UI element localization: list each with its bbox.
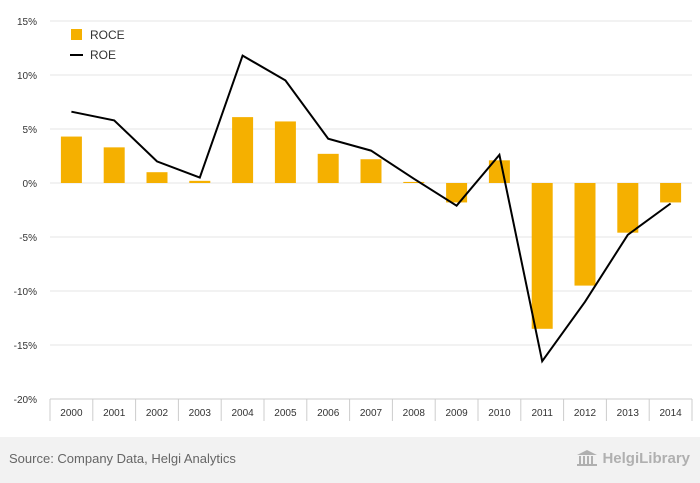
legend-roe-label: ROE xyxy=(90,48,116,62)
roce-bar-2011 xyxy=(531,183,553,329)
x-tick-label: 2013 xyxy=(617,408,640,419)
x-tick-label: 2000 xyxy=(60,408,83,419)
x-tick-label: 2003 xyxy=(189,408,212,419)
roce-bar-2006 xyxy=(317,153,339,183)
x-tick-label: 2012 xyxy=(574,408,597,419)
roce-bar-2008 xyxy=(403,181,425,183)
x-tick-label: 2004 xyxy=(231,408,254,419)
x-tick-label: 2010 xyxy=(488,408,511,419)
y-tick-label: 0% xyxy=(23,179,38,190)
roce-bar-2001 xyxy=(103,147,125,183)
brand-logo: HelgiLibrary xyxy=(576,449,690,467)
legend: ROCE ROE xyxy=(70,28,125,62)
x-tick-label: 2011 xyxy=(531,408,553,419)
roce-bars xyxy=(60,117,682,329)
roce-bar-2002 xyxy=(146,172,168,183)
roce-bar-2009 xyxy=(446,183,468,203)
y-tick-label: -15% xyxy=(14,341,37,352)
roce-bar-2003 xyxy=(189,180,211,183)
roce-bar-2007 xyxy=(360,159,382,183)
x-tick-label: 2008 xyxy=(403,408,426,419)
y-tick-label: -10% xyxy=(14,287,37,298)
source-note: Source: Company Data, Helgi Analytics xyxy=(9,451,236,466)
footer: Source: Company Data, Helgi Analytics He… xyxy=(0,437,700,483)
roce-bar-2004 xyxy=(232,117,254,183)
x-axis: 2000 2001 2002 2003 2004 2005 2006 2007 2008 2009… xyxy=(49,398,693,421)
brand-name: HelgiLibrary xyxy=(602,449,690,467)
y-axis-tick-labels: -20% -15% -10% -5% 0% 5% 10% 15% xyxy=(14,17,37,406)
roe-line-series xyxy=(71,54,672,364)
roce-bar-2012 xyxy=(574,183,596,286)
gridlines xyxy=(50,20,692,400)
y-tick-label: 5% xyxy=(23,125,38,136)
x-tick-label: 2001 xyxy=(103,408,126,419)
roce-bar-2013 xyxy=(617,183,639,233)
roce-bar-2005 xyxy=(274,121,296,183)
roce-bar-2014 xyxy=(660,183,682,203)
x-tick-label: 2007 xyxy=(360,408,383,419)
y-tick-label: -20% xyxy=(14,395,37,406)
x-tick-label: 2006 xyxy=(317,408,340,419)
y-tick-label: -5% xyxy=(19,233,37,244)
x-tick-label: 2009 xyxy=(445,408,468,419)
y-tick-label: 10% xyxy=(17,71,37,82)
chart: -20%-15%-10%-5%0%5%10%15% 2000 2001 2002 20… xyxy=(14,17,693,421)
legend-roce-label: ROCE xyxy=(90,28,125,42)
y-tick-label: 15% xyxy=(17,17,37,28)
legend-roce-swatch xyxy=(71,29,82,40)
x-tick-label: 2005 xyxy=(274,408,297,419)
roce-bar-2000 xyxy=(60,136,82,183)
x-tick-label: 2014 xyxy=(659,408,682,419)
library-building-icon xyxy=(577,450,598,466)
x-tick-label: 2002 xyxy=(146,408,169,419)
roe-line xyxy=(71,54,672,364)
